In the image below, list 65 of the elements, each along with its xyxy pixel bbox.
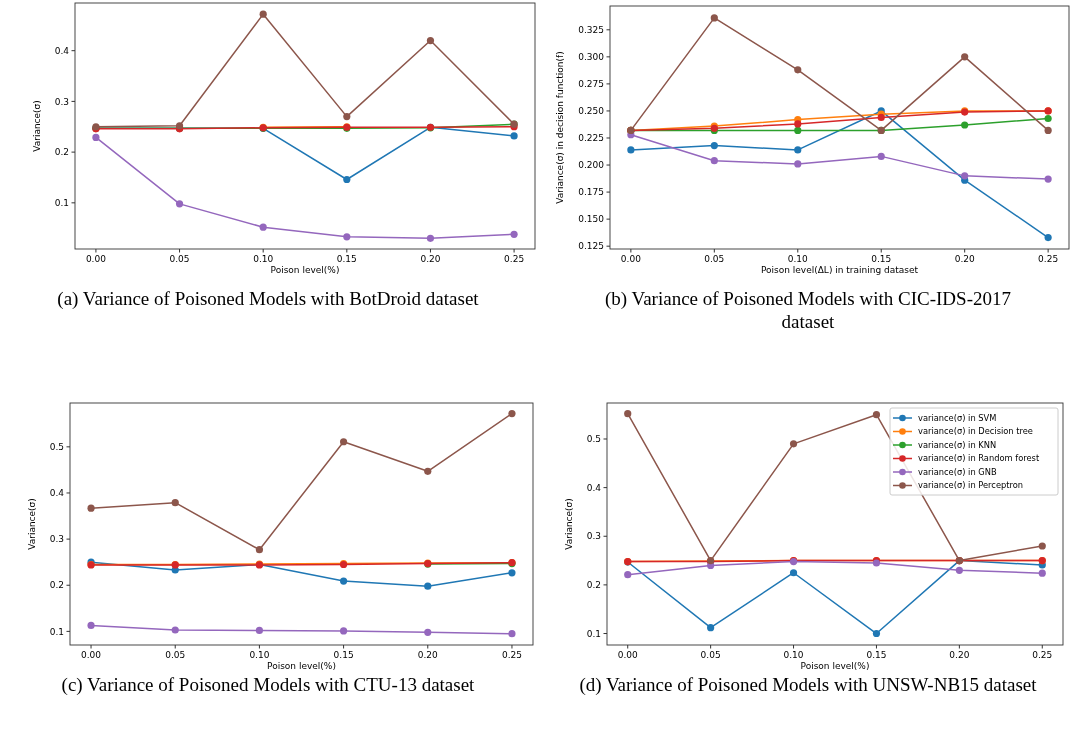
x-tick-label: 0.25 <box>1038 254 1059 264</box>
y-tick-label: 0.2 <box>49 580 64 591</box>
x-axis-title: Poison level(%) <box>800 661 870 671</box>
y-tick-label: 0.325 <box>578 24 604 35</box>
x-tick-label: 0.20 <box>949 650 970 660</box>
y-axis-title: Variance(σ) <box>27 498 37 550</box>
y-tick-label: 0.2 <box>54 147 69 158</box>
y-tick-label: 0.125 <box>578 241 604 252</box>
x-tick-label: 0.00 <box>617 650 639 660</box>
y-tick-label: 0.225 <box>578 133 604 144</box>
legend-label: variance(σ) in KNN <box>918 439 997 450</box>
y-axis-title: Variance(σ) <box>564 498 574 550</box>
y-tick-label: 0.3 <box>54 96 69 107</box>
legend-label: variance(σ) in SVM <box>918 412 997 423</box>
y-tick-label: 0.3 <box>49 534 64 545</box>
y-tick-label: 0.5 <box>49 441 64 452</box>
x-tick-label: 0.00 <box>81 650 102 660</box>
y-tick-label: 0.175 <box>578 187 604 198</box>
y-tick-label: 0.2 <box>586 580 601 591</box>
y-tick-label: 0.1 <box>49 626 64 637</box>
x-tick-label: 0.20 <box>417 650 439 660</box>
x-tick-label: 0.10 <box>787 254 809 264</box>
x-axis-title: Poison level(%) <box>267 661 336 671</box>
x-tick-label: 0.15 <box>866 650 887 660</box>
y-tick-label: 0.300 <box>578 52 605 62</box>
legend-label: variance(σ) in Decision tree <box>918 426 1033 437</box>
y-axis-title: Variance(σ) <box>32 100 42 152</box>
y-tick-label: 0.3 <box>586 531 601 542</box>
x-tick-label: 0.05 <box>700 650 721 660</box>
x-tick-label: 0.15 <box>871 254 892 264</box>
x-tick-label: 0.05 <box>704 254 725 264</box>
x-tick-label: 0.25 <box>501 650 522 660</box>
text: (a) Variance of Poisoned Models with BotDroid dataset <box>57 288 480 310</box>
x-tick-label: 0.10 <box>253 254 274 264</box>
y-tick-label: 0.1 <box>586 628 601 639</box>
text: (d) Variance of Poisoned Models with UNSW-NB15 dataset <box>579 674 1038 696</box>
x-tick-label: 0.05 <box>165 650 186 660</box>
y-tick-label: 0.150 <box>578 214 605 225</box>
legend-label: variance(σ) in Random forest <box>918 453 1040 464</box>
y-tick-label: 0.200 <box>578 160 605 171</box>
y-tick-label: 0.250 <box>578 106 605 117</box>
y-tick-label: 0.1 <box>54 197 69 208</box>
x-axis-title: Poison level(ΔL) in training dataset <box>760 265 919 275</box>
x-tick-label: 0.15 <box>333 650 354 660</box>
y-tick-label: 0.5 <box>586 434 601 445</box>
x-tick-label: 0.25 <box>1032 650 1053 660</box>
x-tick-label: 0.00 <box>620 254 642 264</box>
y-axis-title: Variance(σ) in decision function(f) <box>555 51 565 204</box>
x-tick-label: 0.20 <box>954 254 975 264</box>
y-tick-label: 0.4 <box>49 488 65 499</box>
x-axis-title: Poison level(%) <box>270 265 340 275</box>
x-tick-label: 0.10 <box>783 650 804 660</box>
y-tick-label: 0.275 <box>578 79 604 90</box>
x-tick-label: 0.10 <box>249 650 270 660</box>
y-tick-label: 0.4 <box>586 482 602 493</box>
x-tick-label: 0.15 <box>336 254 357 264</box>
x-tick-label: 0.05 <box>169 254 190 264</box>
x-tick-label: 0.25 <box>504 254 525 264</box>
legend-label: variance(σ) in Perceptron <box>918 480 1024 491</box>
x-tick-label: 0.00 <box>85 254 107 264</box>
legend-label: variance(σ) in GNB <box>918 466 997 477</box>
text: (c) Variance of Poisoned Models with CTU-13 dataset <box>61 674 476 696</box>
text: (b) Variance of Poisoned Models with CIC-IDS-2017 dataset <box>605 288 1011 332</box>
y-tick-label: 0.4 <box>54 45 70 56</box>
x-tick-label: 0.20 <box>420 254 441 264</box>
